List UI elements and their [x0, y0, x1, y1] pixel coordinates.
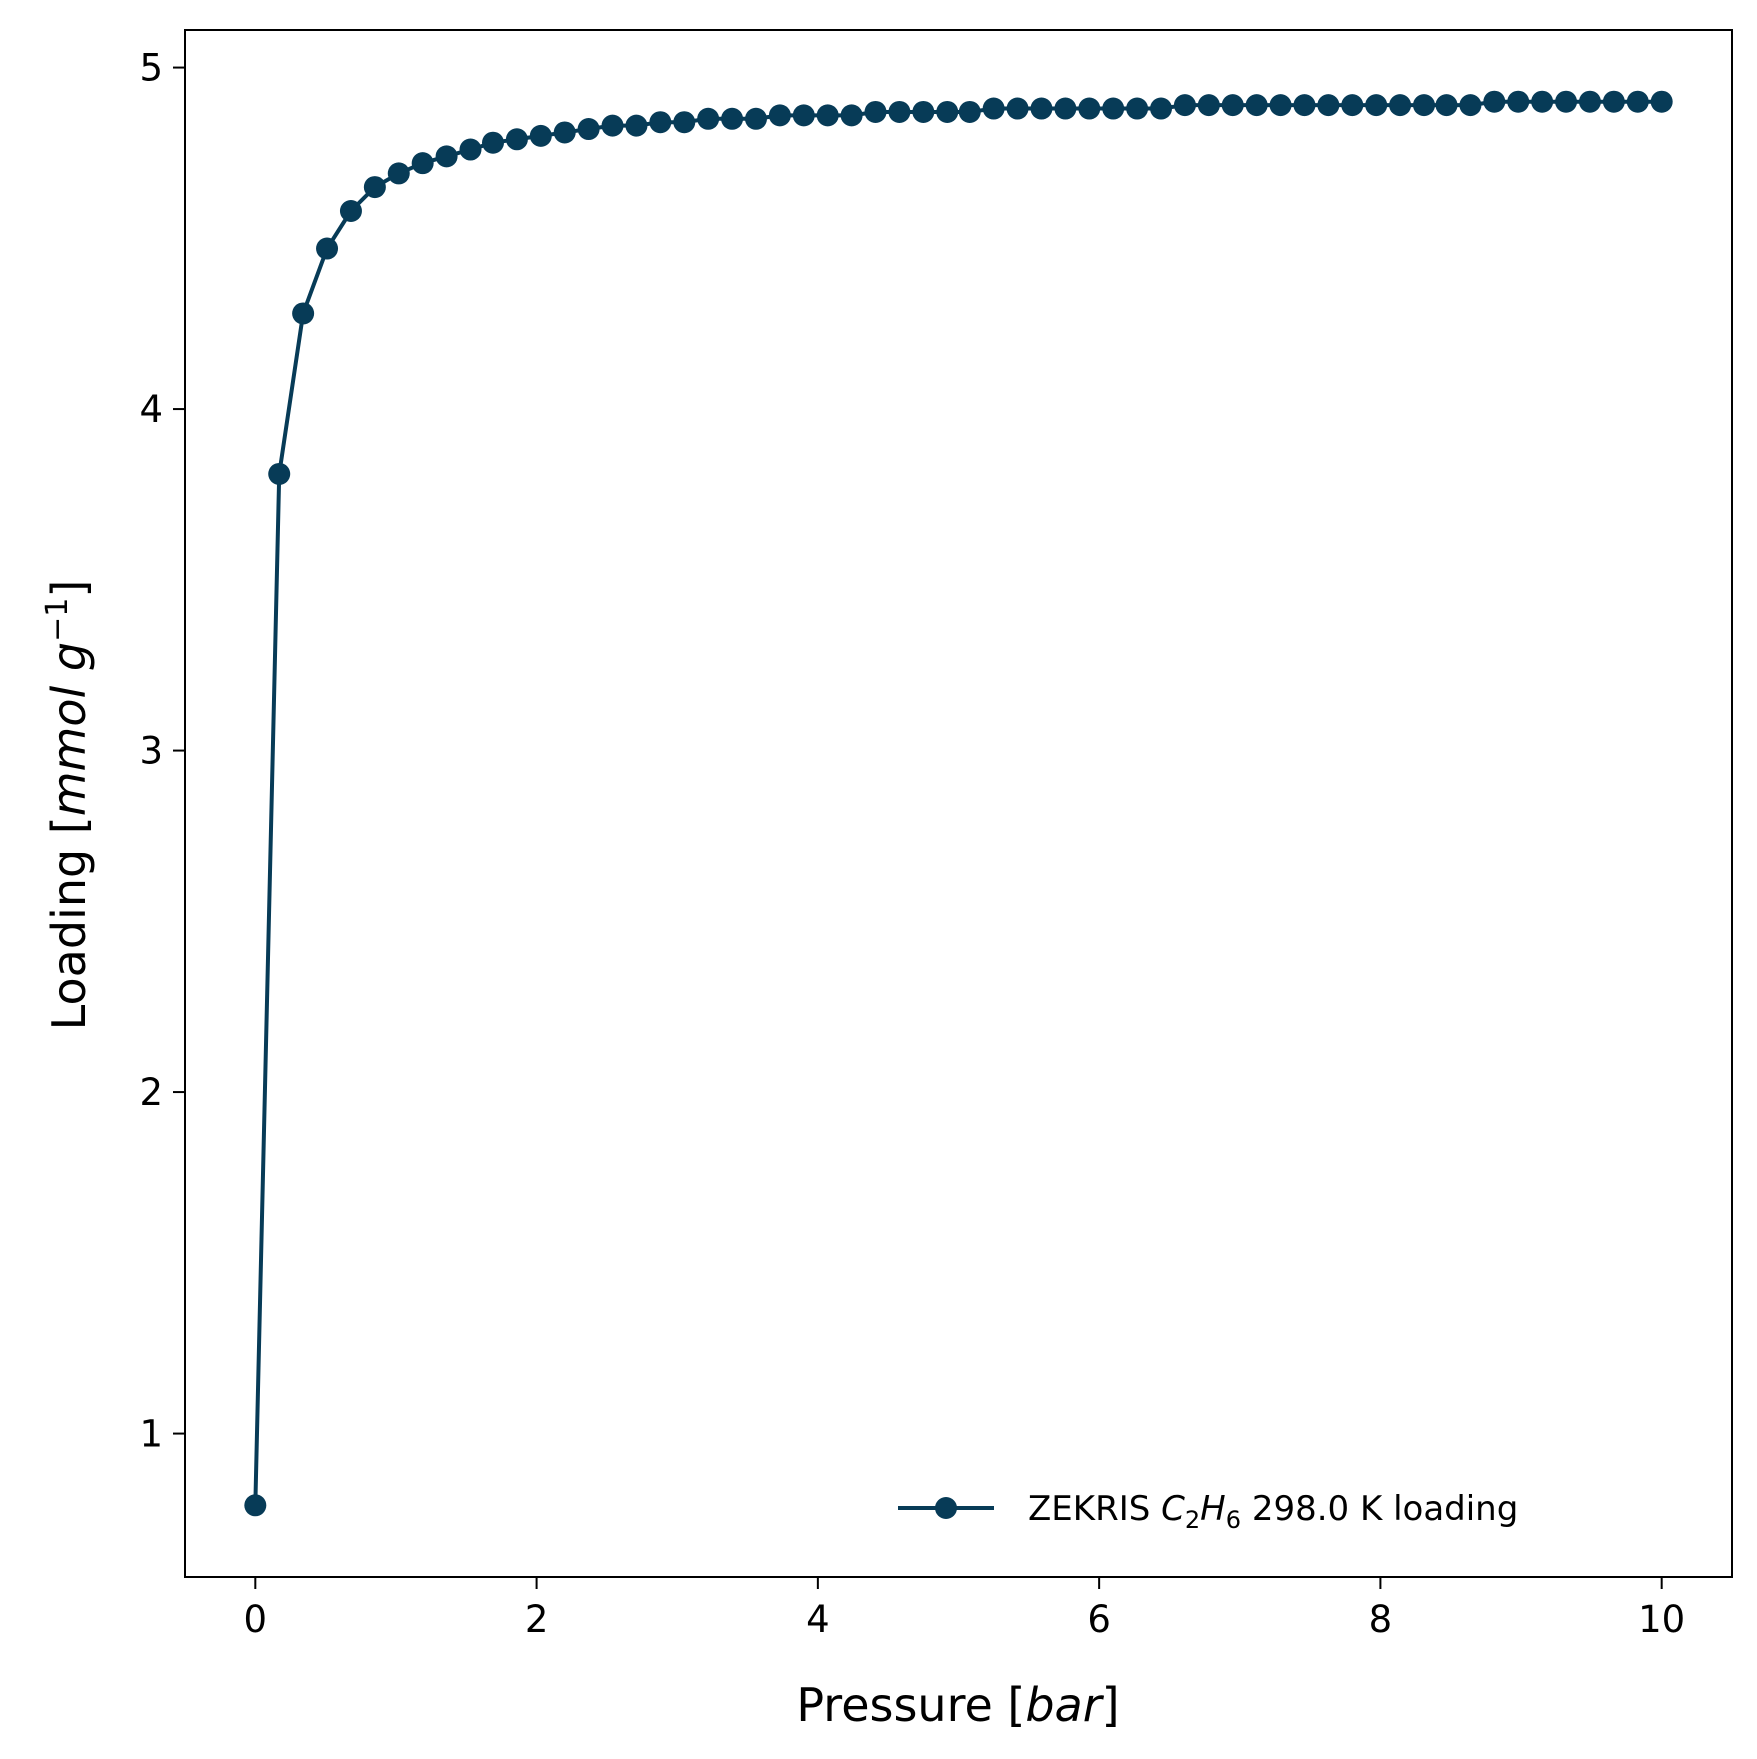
data-point	[1150, 97, 1173, 120]
data-point	[292, 302, 315, 325]
data-point	[1221, 94, 1244, 117]
data-point	[1054, 97, 1077, 120]
x-axis-label-prefix: Pressure [	[796, 1678, 1025, 1732]
data-point	[1459, 94, 1482, 117]
data-point	[1078, 97, 1101, 120]
data-point	[553, 121, 576, 144]
legend-marker	[935, 1497, 957, 1519]
plot-frame	[184, 29, 1733, 1578]
data-point	[505, 128, 528, 151]
legend-h: H	[1200, 1489, 1226, 1529]
data-point	[316, 237, 339, 260]
data-point	[673, 111, 696, 134]
y-axis-label-prefix: Loading [	[42, 816, 96, 1030]
data-point	[268, 462, 291, 485]
x-tick-label: 6	[1087, 1598, 1111, 1641]
y-axis-label-suffix: ]	[42, 580, 96, 598]
legend-c-subscript: 2	[1185, 1506, 1200, 1534]
data-point	[697, 107, 720, 130]
data-point	[1030, 97, 1053, 120]
data-point	[912, 100, 935, 123]
data-point	[601, 114, 624, 137]
data-point	[768, 104, 791, 127]
data-point	[411, 152, 434, 175]
data-point	[1602, 90, 1625, 113]
y-tick-label: 3	[139, 730, 163, 773]
legend-prefix: ZEKRIS	[1028, 1489, 1161, 1529]
data-point	[721, 107, 744, 130]
data-point	[936, 100, 959, 123]
legend: ZEKRIS C2H6 298.0 K loading	[898, 1489, 1518, 1534]
data-point	[1531, 90, 1554, 113]
x-axis-label: Pressure [bar]	[796, 1678, 1119, 1732]
data-point	[577, 118, 600, 141]
data-point	[744, 107, 767, 130]
data-point	[363, 176, 386, 199]
data-point	[840, 104, 863, 127]
data-point	[1483, 90, 1506, 113]
data-point	[958, 100, 981, 123]
data-point	[1578, 90, 1601, 113]
y-axis-label-exponent: −1	[40, 598, 75, 642]
data-point	[1173, 94, 1196, 117]
data-point	[1435, 94, 1458, 117]
data-point	[1555, 90, 1578, 113]
data-point	[459, 138, 482, 161]
x-tick-label: 8	[1369, 1598, 1393, 1641]
x-axis-ticks: 0 2 4 6 8 10	[244, 1577, 1685, 1641]
data-point	[1102, 97, 1125, 120]
data-point	[387, 162, 410, 185]
data-point	[888, 100, 911, 123]
x-tick-label: 10	[1638, 1598, 1685, 1641]
y-tick-label: 4	[139, 388, 163, 431]
data-point	[1413, 94, 1436, 117]
data-point	[1269, 94, 1292, 117]
data-point	[339, 199, 362, 222]
data-point	[649, 111, 672, 134]
x-tick-label: 0	[244, 1598, 268, 1641]
data-point	[1245, 94, 1268, 117]
data-point	[1650, 90, 1673, 113]
y-axis-label-unit: mmol g	[42, 642, 96, 816]
data-point	[792, 104, 815, 127]
data-point	[1626, 90, 1649, 113]
legend-h-subscript: 6	[1226, 1506, 1241, 1534]
data-point	[1389, 94, 1412, 117]
plot-background	[185, 30, 1732, 1577]
data-point	[816, 104, 839, 127]
data-point	[1126, 97, 1149, 120]
data-point	[1341, 94, 1364, 117]
data-point	[1197, 94, 1220, 117]
y-axis-label: Loading [mmol g−1]	[40, 580, 96, 1031]
x-tick-label: 2	[525, 1598, 549, 1641]
x-axis-label-suffix: ]	[1102, 1678, 1120, 1732]
data-point	[864, 100, 887, 123]
data-point	[244, 1494, 267, 1517]
data-point	[1507, 90, 1530, 113]
data-point	[1317, 94, 1340, 117]
legend-suffix: 298.0 K loading	[1241, 1489, 1518, 1529]
x-tick-label: 4	[806, 1598, 830, 1641]
y-tick-label: 2	[139, 1071, 163, 1114]
data-point	[529, 124, 552, 147]
data-point	[982, 97, 1005, 120]
legend-entry: ZEKRIS C2H6 298.0 K loading	[1028, 1489, 1518, 1534]
y-axis-ticks: 1 2 3 4 5	[139, 47, 185, 1456]
x-axis-label-unit: bar	[1025, 1678, 1104, 1732]
y-tick-label: 1	[139, 1413, 163, 1456]
legend-c: C	[1161, 1489, 1185, 1529]
data-point	[1365, 94, 1388, 117]
data-point	[1293, 94, 1316, 117]
data-point	[1006, 97, 1029, 120]
data-point	[625, 114, 648, 137]
y-tick-label: 5	[139, 47, 163, 90]
data-point	[435, 145, 458, 168]
data-point	[481, 131, 504, 154]
series-layer	[244, 90, 1673, 1517]
